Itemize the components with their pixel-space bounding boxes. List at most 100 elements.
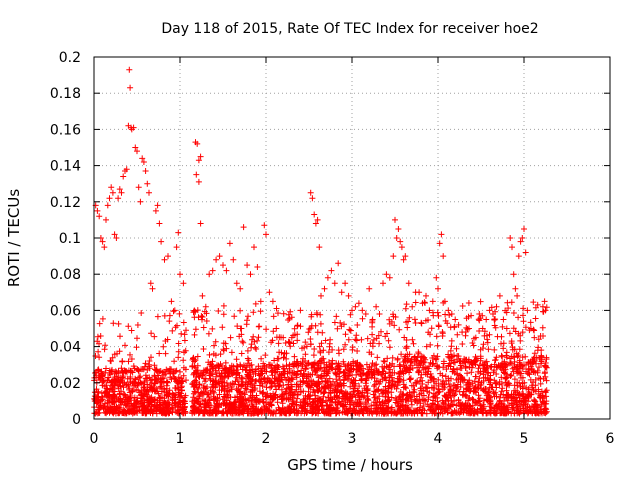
data-point xyxy=(480,362,486,369)
data-point xyxy=(531,350,538,357)
data-point xyxy=(282,408,289,415)
data-point xyxy=(397,238,404,245)
x-tick-label: 1 xyxy=(176,431,185,447)
data-point xyxy=(402,364,409,371)
data-point xyxy=(299,345,305,352)
data-point xyxy=(300,378,307,385)
data-point xyxy=(227,334,234,341)
data-point xyxy=(134,398,141,405)
data-point xyxy=(541,298,548,305)
data-point xyxy=(408,401,415,408)
data-point xyxy=(285,377,292,384)
data-point xyxy=(426,307,433,314)
data-point xyxy=(419,381,426,387)
data-point xyxy=(128,356,135,362)
data-point xyxy=(216,387,223,394)
data-point xyxy=(118,365,125,372)
data-point xyxy=(191,307,198,314)
data-point xyxy=(423,292,429,299)
data-point xyxy=(451,323,458,330)
data-point xyxy=(151,333,158,340)
data-point xyxy=(106,392,112,398)
data-point xyxy=(95,367,102,374)
data-point xyxy=(222,402,229,409)
data-point xyxy=(470,396,477,403)
data-point xyxy=(156,394,163,401)
y-tick-label: 0.06 xyxy=(50,303,81,319)
data-point xyxy=(275,310,281,317)
data-point xyxy=(334,380,340,387)
data-points xyxy=(91,66,550,417)
data-point xyxy=(486,403,493,410)
data-point xyxy=(515,330,522,337)
data-point xyxy=(280,382,287,389)
data-point xyxy=(105,374,112,381)
data-point xyxy=(502,363,509,370)
data-point xyxy=(325,409,332,416)
data-point xyxy=(256,376,263,383)
data-point xyxy=(510,310,517,316)
data-point xyxy=(448,375,454,382)
data-point xyxy=(440,399,447,406)
data-point xyxy=(496,381,503,388)
data-point xyxy=(438,231,445,238)
data-point xyxy=(290,398,297,405)
data-point xyxy=(226,240,233,247)
data-point xyxy=(494,333,501,340)
data-point xyxy=(204,366,211,373)
data-point xyxy=(94,207,101,214)
data-point xyxy=(206,351,213,358)
data-point xyxy=(527,325,534,332)
data-point xyxy=(207,369,214,375)
data-point xyxy=(245,405,252,412)
data-point xyxy=(514,403,521,410)
data-point xyxy=(453,387,459,394)
data-point xyxy=(216,253,223,260)
data-point xyxy=(477,368,484,375)
data-point xyxy=(255,334,262,341)
data-point xyxy=(466,325,472,332)
data-point xyxy=(151,372,158,379)
data-point xyxy=(327,389,334,396)
data-point xyxy=(454,331,461,338)
data-point xyxy=(157,402,164,409)
data-point xyxy=(391,409,398,416)
data-point xyxy=(318,402,325,409)
data-point xyxy=(237,307,244,314)
y-axis-label: ROTI / TECUs xyxy=(5,189,23,287)
data-point xyxy=(281,370,287,377)
data-point xyxy=(313,380,320,387)
data-point xyxy=(402,358,409,364)
data-point xyxy=(256,397,263,404)
data-point xyxy=(303,343,310,350)
data-point xyxy=(448,357,455,364)
data-point xyxy=(354,348,361,354)
data-point xyxy=(217,351,224,358)
data-point xyxy=(346,326,353,333)
data-point xyxy=(533,354,540,361)
data-point xyxy=(311,361,317,368)
data-point xyxy=(193,406,200,413)
data-point xyxy=(486,307,493,314)
data-point xyxy=(493,303,500,310)
data-point xyxy=(429,355,436,361)
data-point xyxy=(114,410,121,416)
data-point xyxy=(237,325,244,332)
data-point xyxy=(477,357,484,364)
data-point xyxy=(283,388,289,395)
data-point xyxy=(371,375,378,382)
data-point xyxy=(266,289,273,296)
data-point xyxy=(198,389,205,396)
data-point xyxy=(497,391,504,398)
data-point xyxy=(234,323,241,330)
data-point xyxy=(152,207,159,214)
data-point xyxy=(434,342,441,349)
data-point xyxy=(435,385,442,392)
data-point xyxy=(134,335,140,342)
data-point xyxy=(393,235,400,241)
data-point xyxy=(342,363,349,370)
data-point xyxy=(285,395,292,402)
data-point xyxy=(145,361,152,368)
data-point xyxy=(481,397,487,404)
data-point xyxy=(213,256,220,263)
